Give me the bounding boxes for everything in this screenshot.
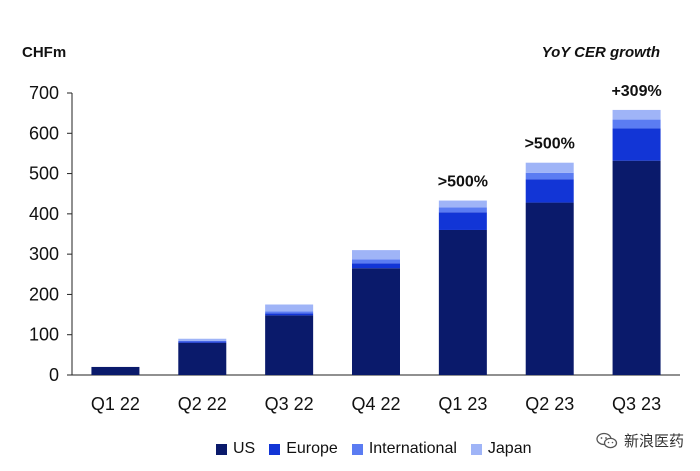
y-tick-label: 600 — [29, 123, 59, 143]
bar-segment-japan — [265, 304, 314, 312]
bar-chart: 0 100 200 300 400 500 600 700 Q1 22 Q2 22 Q3 22 Q4 … — [29, 83, 680, 414]
x-tick-label: Q3 23 — [612, 394, 661, 414]
legend-label-europe: Europe — [286, 440, 338, 457]
bar-segment-us — [525, 202, 574, 375]
bar-segment-europe — [352, 263, 400, 269]
growth-label: +309% — [611, 83, 661, 100]
legend-label-international: International — [368, 440, 457, 457]
y-tick-label: 700 — [29, 83, 59, 103]
x-tick-label: Q1 22 — [91, 394, 140, 414]
bar-segment-europe — [438, 212, 487, 230]
unit-label: CHFm — [22, 44, 67, 61]
bar-segment-japan — [178, 338, 227, 341]
bar-segment-us — [612, 160, 661, 375]
x-tick-label: Q4 22 — [351, 394, 400, 414]
y-tick-label: 300 — [29, 244, 59, 264]
legend-label-japan: Japan — [487, 440, 532, 457]
legend-swatch-japan — [470, 443, 482, 455]
legend-item-europe: Europe — [269, 440, 338, 458]
bar-segment-international — [178, 340, 227, 342]
bar-segment-europe — [265, 313, 314, 316]
bar-segment-europe — [525, 179, 574, 203]
y-tick-label: 400 — [29, 204, 59, 224]
legend-label-us: US — [233, 440, 256, 457]
x-tick-label: Q2 22 — [178, 394, 227, 414]
bar-segment-us — [265, 315, 314, 375]
y-tick-label: 100 — [29, 325, 59, 345]
bar-segment-international — [525, 172, 574, 180]
legend-item-international: International — [351, 440, 457, 458]
bar-segment-europe — [612, 128, 661, 161]
bar-segment-us — [438, 229, 487, 375]
legend-swatch-us — [216, 443, 227, 455]
bar-segment-us — [178, 342, 227, 375]
growth-header: YoY CER growth — [541, 44, 660, 61]
legend-swatch-international — [351, 443, 363, 455]
bar-segment-japan — [612, 109, 661, 120]
x-tick-label: Q2 23 — [525, 394, 574, 414]
legend-swatch-europe — [269, 443, 281, 455]
y-tick-label: 500 — [29, 164, 59, 184]
bar-segment-international — [265, 311, 314, 314]
x-tick-label: Q1 23 — [438, 394, 487, 414]
watermark-text: 新浪医药 — [623, 433, 684, 450]
bar-segment-international — [612, 119, 661, 129]
y-tick-label: 0 — [49, 365, 59, 385]
bar-segment-japan — [352, 250, 400, 260]
growth-label: >500% — [525, 136, 575, 153]
bar-segment-europe — [178, 341, 227, 343]
legend-item-us: US — [216, 440, 255, 458]
bar-segment-international — [438, 207, 487, 213]
bar-segment-japan — [438, 200, 487, 208]
growth-label: >500% — [438, 174, 488, 191]
bar-segment-us — [91, 366, 140, 375]
bar-segment-japan — [525, 162, 574, 173]
bar-segment-us — [352, 268, 400, 375]
legend-item-japan: Japan — [470, 440, 532, 458]
y-tick-label: 200 — [29, 284, 59, 304]
x-tick-label: Q3 22 — [265, 394, 314, 414]
bar-segment-international — [352, 259, 400, 264]
wechat-icon — [596, 432, 618, 448]
legend: US Europe International Japan — [216, 440, 545, 458]
watermark: 新浪医药 — [596, 430, 684, 451]
